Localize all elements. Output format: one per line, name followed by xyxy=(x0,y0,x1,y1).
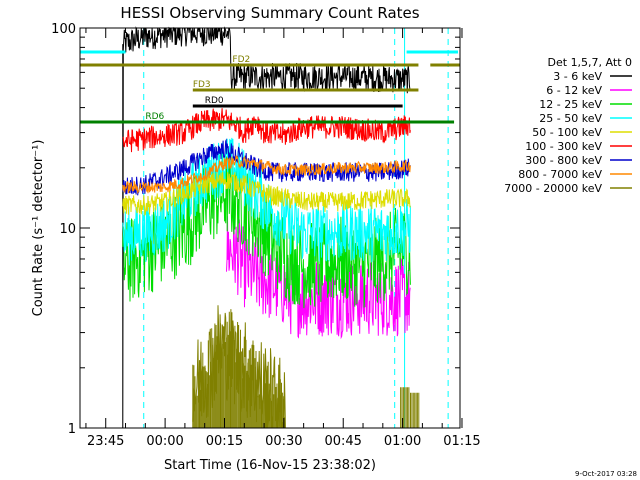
series-trace xyxy=(122,137,411,266)
series-trace xyxy=(192,305,420,429)
y-tick-label: 10 xyxy=(59,222,76,237)
series-bars xyxy=(192,321,420,428)
x-tick-label: 01:00 xyxy=(384,434,421,449)
y-axis-label: Count Rate (s⁻¹ detector⁻¹) xyxy=(31,140,46,317)
legend-label: 800 - 7000 keV xyxy=(518,168,602,181)
legend-label: 25 - 50 keV xyxy=(539,112,602,125)
series-trace xyxy=(122,108,411,153)
series-line xyxy=(122,155,411,195)
x-axis-label: Start Time (16-Nov-15 23:38:02) xyxy=(164,458,376,473)
legend-label: 6 - 12 keV xyxy=(546,84,602,97)
legend-label: 300 - 800 keV xyxy=(525,154,602,167)
legend-label: 50 - 100 keV xyxy=(532,126,602,139)
series-line xyxy=(122,108,411,153)
series-trace xyxy=(122,171,411,217)
x-tick-label: 00:45 xyxy=(324,434,361,449)
state-flag-label: RD6 xyxy=(145,112,164,122)
legend-label: 3 - 6 keV xyxy=(553,70,602,83)
x-tick-label: 00:30 xyxy=(265,434,302,449)
plot-axes: 23:45 00:00 00:15 00:30 00:45 01:00 01:15 1 10 10… xyxy=(51,22,481,449)
legend-label: 12 - 25 keV xyxy=(539,98,602,111)
legend-title: Det 1,5,7, Att 0 xyxy=(548,56,632,69)
x-tick-label: 00:00 xyxy=(146,434,183,449)
series-trace xyxy=(122,26,411,429)
legend-label: 7000 - 20000 keV xyxy=(504,182,602,195)
state-flag-lines: FD2 FD3 RD0 RD6 xyxy=(80,50,460,124)
date-stamp: 9-Oct-2017 03:28 xyxy=(575,470,637,478)
state-flag-label: RD0 xyxy=(205,96,224,106)
y-tick-label: 1 xyxy=(68,422,76,437)
state-flag-label: FD2 xyxy=(232,55,250,65)
series-line xyxy=(122,171,411,217)
series-trace xyxy=(122,155,411,195)
x-tick-label: 00:15 xyxy=(206,434,243,449)
series-traces xyxy=(122,26,420,429)
y-tick-label: 100 xyxy=(51,22,76,37)
chart-title: HESSI Observing Summary Count Rates xyxy=(120,4,419,22)
series-line xyxy=(122,26,411,429)
legend-label: 100 - 300 keV xyxy=(525,140,602,153)
state-flag-label: FD3 xyxy=(193,80,211,90)
x-tick-label: 23:45 xyxy=(87,434,124,449)
series-line xyxy=(122,137,411,266)
x-tick-label: 01:15 xyxy=(443,434,480,449)
